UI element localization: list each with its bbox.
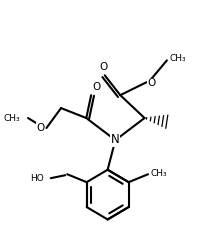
Text: CH₃: CH₃ <box>151 169 168 178</box>
Text: O: O <box>100 62 108 72</box>
Text: O: O <box>92 82 100 92</box>
Text: N: N <box>111 133 120 146</box>
Text: O: O <box>36 123 44 133</box>
Text: CH₃: CH₃ <box>170 54 186 63</box>
Text: HO: HO <box>30 174 44 183</box>
Text: O: O <box>147 78 156 88</box>
Text: CH₃: CH₃ <box>4 114 20 123</box>
